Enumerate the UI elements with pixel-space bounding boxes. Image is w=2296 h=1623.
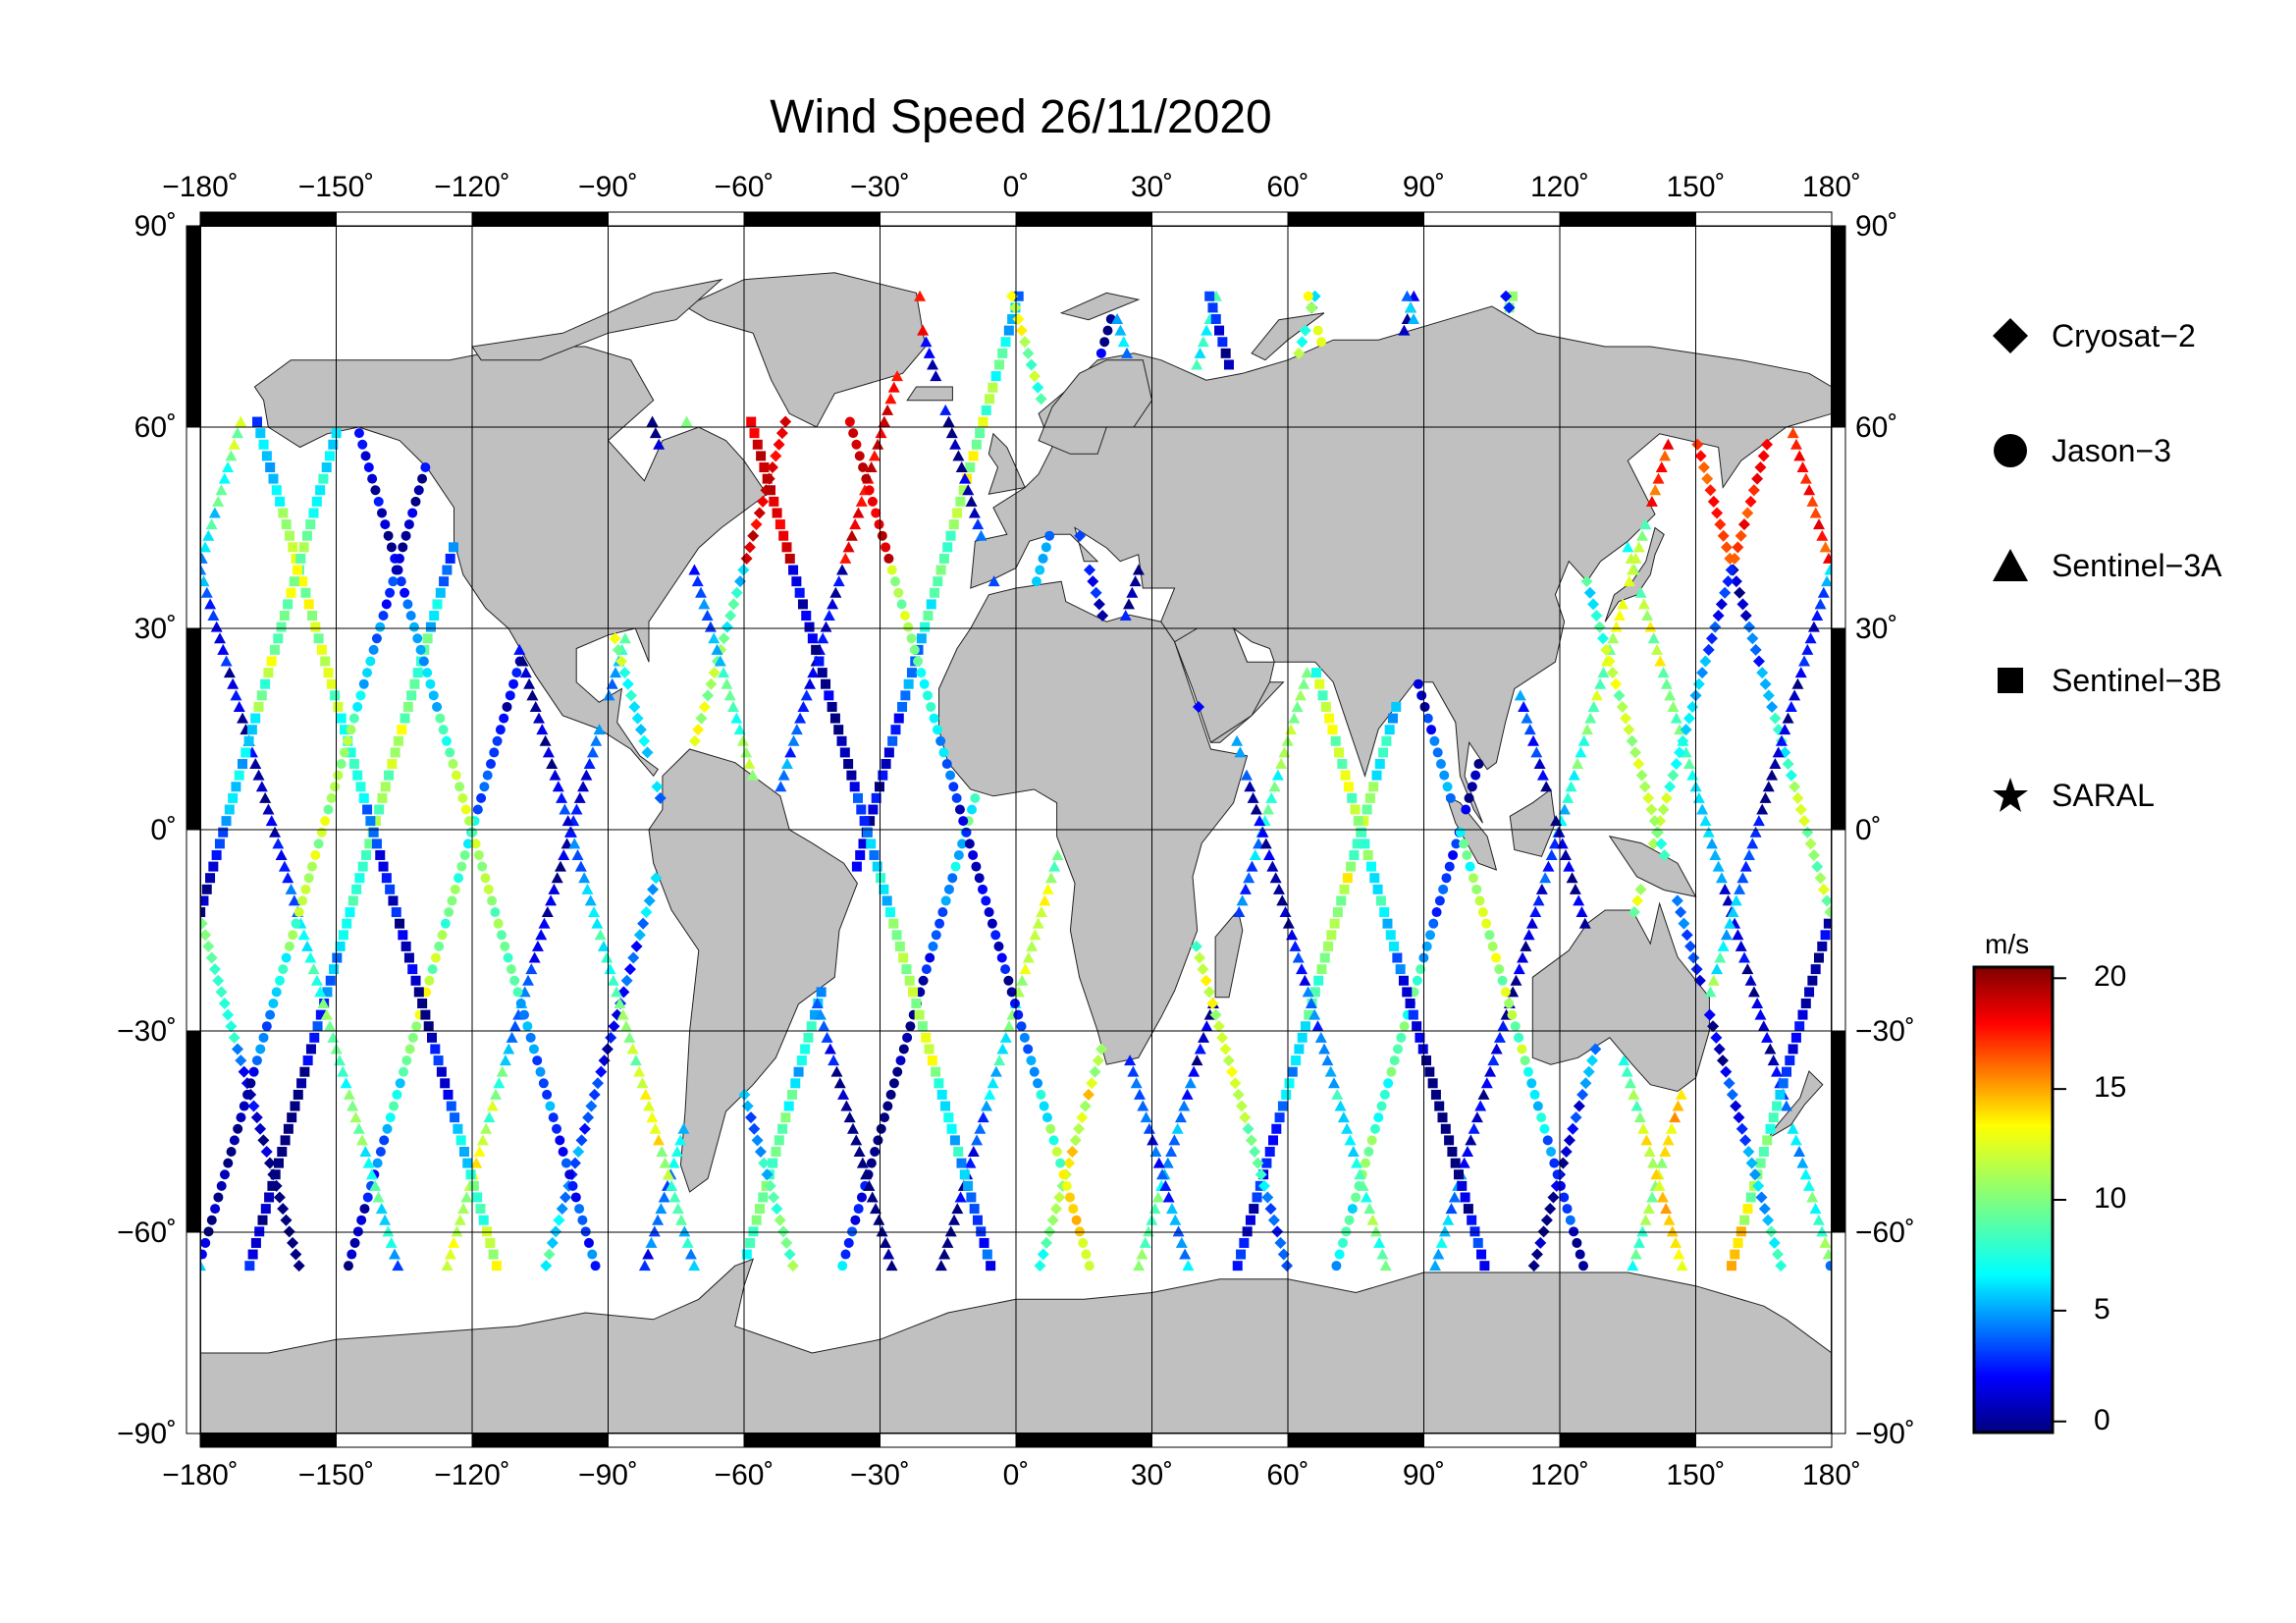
legend-item: SARAL xyxy=(1993,766,2248,825)
top-lon-tick-label: 90˚ xyxy=(1403,171,1445,203)
right-lat-tick-label: 0˚ xyxy=(1855,814,1882,846)
left-lat-tick-label: −30˚ xyxy=(117,1015,177,1048)
bottom-lon-tick-label: 120˚ xyxy=(1530,1459,1589,1491)
top-lon-tick-label: 150˚ xyxy=(1666,171,1725,203)
diamond-icon xyxy=(1993,318,2028,353)
legend-label: Sentinel−3A xyxy=(2052,548,2222,583)
colorbar-tick-label: 15 xyxy=(2094,1071,2127,1105)
top-lon-tick-label: 120˚ xyxy=(1530,171,1589,203)
right-lat-tick-label: −30˚ xyxy=(1855,1015,1915,1048)
bottom-lon-tick-label: −60˚ xyxy=(715,1459,774,1491)
square-icon xyxy=(1998,668,2023,693)
graticule xyxy=(200,226,1832,1434)
top-lon-tick-label: 180˚ xyxy=(1802,171,1861,203)
map-title: Wind Speed 26/11/2020 xyxy=(770,91,1272,143)
legend-label: Jason−3 xyxy=(2052,433,2171,468)
bottom-lon-tick-label: 180˚ xyxy=(1802,1459,1861,1491)
top-lon-tick-label: −90˚ xyxy=(578,171,638,203)
bottom-lon-tick-label: 90˚ xyxy=(1403,1459,1445,1491)
legend-item: Jason−3 xyxy=(1993,421,2248,480)
bottom-lon-tick-label: −180˚ xyxy=(162,1459,239,1491)
triangle-icon xyxy=(1993,549,2028,581)
landmass-11 xyxy=(1509,788,1556,857)
landmass-14 xyxy=(988,432,1026,495)
top-lon-tick-label: −180˚ xyxy=(162,171,239,203)
landmass-7 xyxy=(1214,908,1244,999)
top-lon-tick-label: −120˚ xyxy=(434,171,510,203)
satellite-tracks xyxy=(194,290,1837,1272)
landmass-3 xyxy=(648,748,858,1193)
left-lat-tick-label: 60˚ xyxy=(134,411,177,444)
bottom-lon-tick-label: −30˚ xyxy=(850,1459,910,1491)
colorbar-tick-label: 0 xyxy=(2094,1403,2110,1436)
colorbar-tick-label: 10 xyxy=(2094,1182,2127,1215)
left-lat-tick-label: 0˚ xyxy=(150,814,177,846)
star-icon xyxy=(1993,778,2028,812)
bottom-lon-tick-label: 30˚ xyxy=(1131,1459,1173,1491)
bottom-lon-tick-label: 150˚ xyxy=(1666,1459,1725,1491)
right-lat-tick-label: −90˚ xyxy=(1855,1418,1915,1450)
landmass-17 xyxy=(1059,292,1141,321)
circle-icon xyxy=(1994,434,2027,467)
right-lat-tick-label: −60˚ xyxy=(1855,1217,1915,1249)
legend-label: SARAL xyxy=(2052,778,2155,813)
right-lat-tick-label: 60˚ xyxy=(1855,411,1897,444)
landmass-2 xyxy=(471,278,723,361)
left-lat-tick-label: 30˚ xyxy=(134,613,177,645)
landmass-1 xyxy=(683,272,927,428)
bottom-lon-tick-label: −150˚ xyxy=(298,1459,375,1491)
left-lat-tick-label: −90˚ xyxy=(117,1418,177,1450)
tick-labels: −180˚ −180˚ −150˚ −150˚ −120˚ −120˚ −90˚ −90˚ −6… xyxy=(117,171,1915,1491)
legend-label: Sentinel−3B xyxy=(2052,663,2222,698)
left-lat-tick-label: −60˚ xyxy=(117,1217,177,1249)
map-frame xyxy=(186,211,1846,1448)
top-lon-tick-label: 30˚ xyxy=(1131,171,1173,203)
legend-label: Cryosat−2 xyxy=(2052,318,2196,353)
legend-item: Sentinel−3B xyxy=(1993,651,2248,710)
landmass-4 xyxy=(970,305,1833,824)
colorbar-unit: m/s xyxy=(1985,929,2030,959)
landmass-12 xyxy=(1445,794,1498,871)
top-lon-tick-label: −30˚ xyxy=(850,171,910,203)
land-layer xyxy=(199,272,1833,1434)
right-lat-tick-label: 90˚ xyxy=(1855,210,1897,243)
bottom-lon-tick-label: −120˚ xyxy=(434,1459,510,1491)
bottom-lon-tick-label: 60˚ xyxy=(1266,1459,1308,1491)
top-lon-tick-label: 0˚ xyxy=(1003,171,1030,203)
landmass-0 xyxy=(253,346,768,778)
top-lon-tick-label: −150˚ xyxy=(298,171,375,203)
bottom-lon-tick-label: −90˚ xyxy=(578,1459,638,1491)
right-lat-tick-label: 30˚ xyxy=(1855,613,1897,645)
left-lat-tick-label: 90˚ xyxy=(134,210,177,243)
bottom-lon-tick-label: 0˚ xyxy=(1003,1459,1030,1491)
landmass-15 xyxy=(906,386,953,402)
colorbar-tick-label: 5 xyxy=(2094,1292,2110,1325)
top-lon-tick-label: −60˚ xyxy=(715,171,774,203)
legend-item: Cryosat−2 xyxy=(1993,306,2248,365)
landmass-16 xyxy=(1767,1070,1824,1139)
top-lon-tick-label: 60˚ xyxy=(1266,171,1308,203)
colorbar-tick-label: 20 xyxy=(2094,960,2127,994)
legend-item: Sentinel−3A xyxy=(1993,536,2248,595)
